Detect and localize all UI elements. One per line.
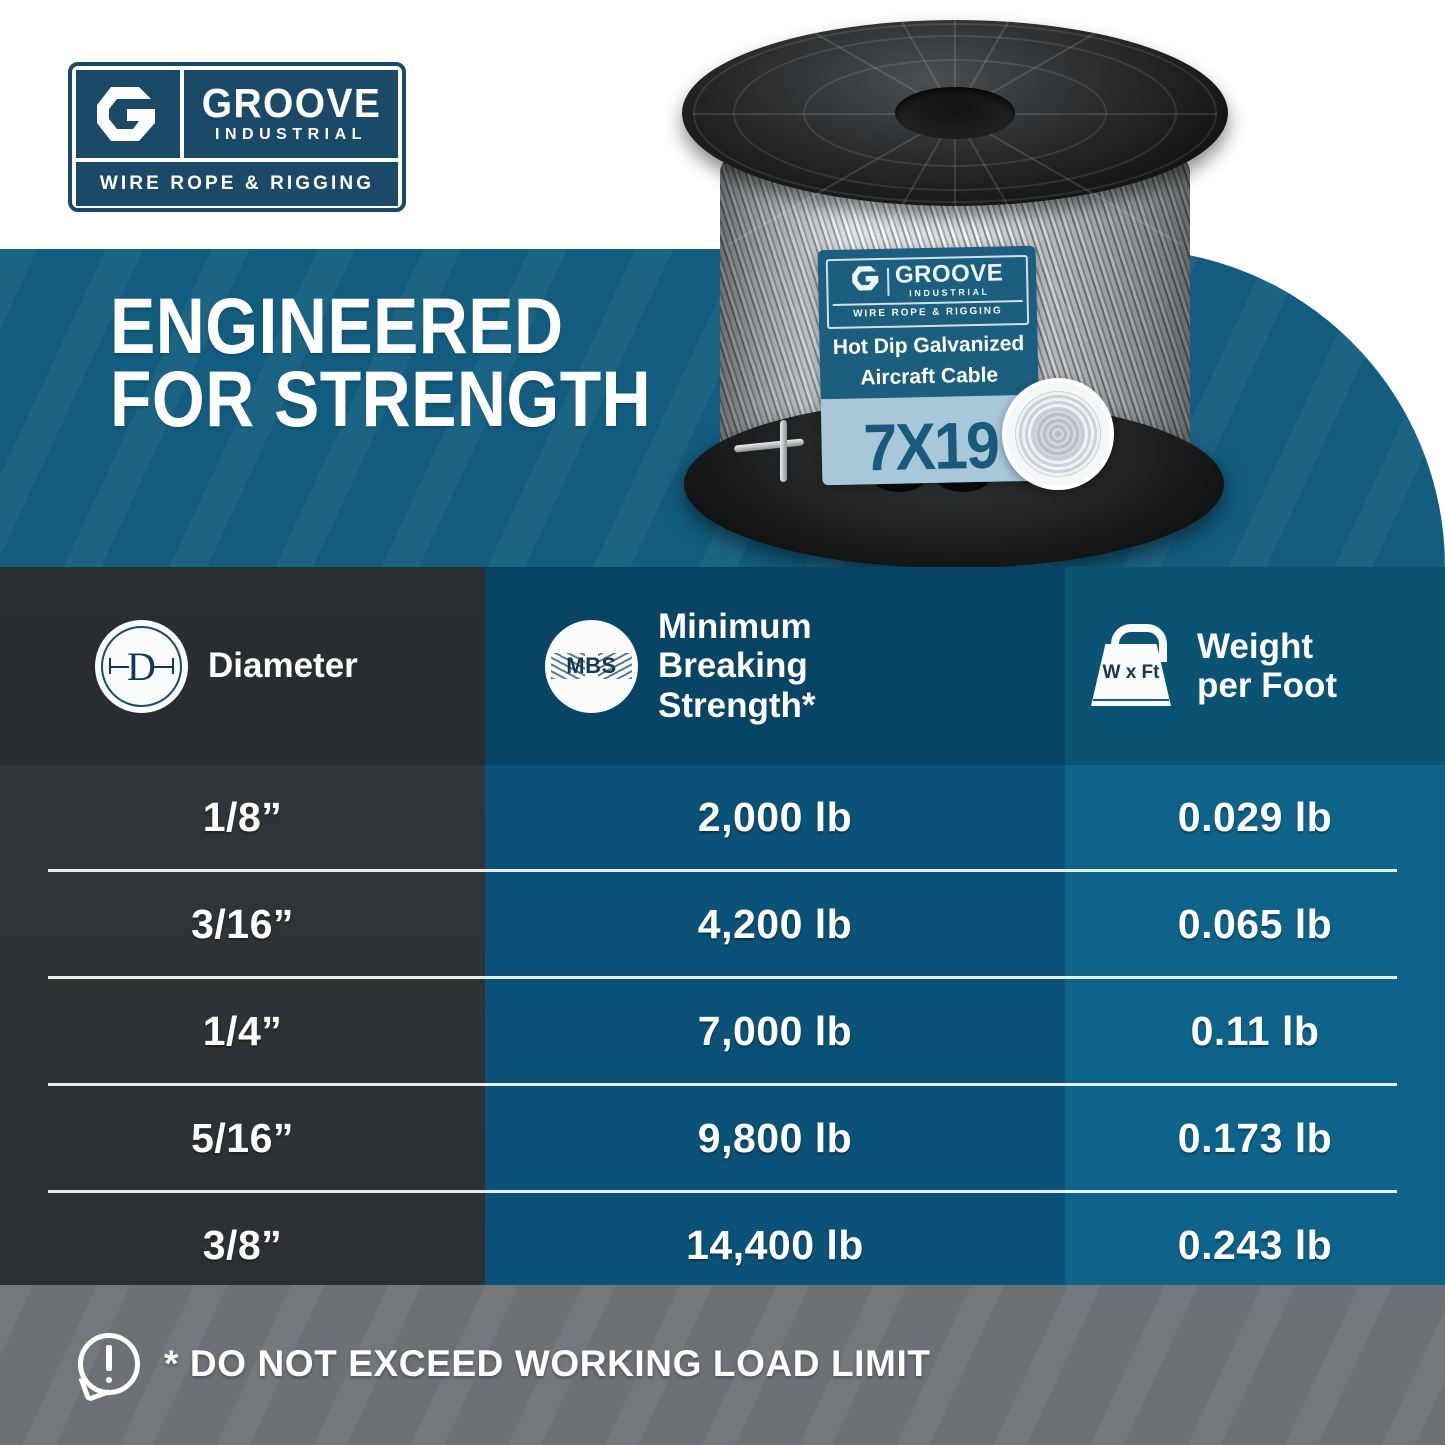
flange-ring <box>733 35 1177 191</box>
warning-exclamation-icon <box>78 1333 140 1403</box>
logo-divider <box>180 70 184 158</box>
header-weight: W x Ft Weight per Foot <box>1065 567 1445 765</box>
warning-bubble <box>78 1333 140 1395</box>
logo-wordmark: GROOVE INDUSTRIAL <box>184 70 398 158</box>
row-divider <box>48 1083 1397 1086</box>
footer-content: * DO NOT EXCEED WORKING LOAD LIMIT <box>78 1333 931 1403</box>
cell-weight: 0.065 lb <box>1177 900 1333 947</box>
diameter-cap-right <box>172 658 174 674</box>
diameter-cap-left <box>109 658 111 674</box>
header-mbs: MBS Minimum Breaking Strength* <box>485 567 1065 765</box>
mbs-icon-text: MBS <box>566 653 617 678</box>
label-logo-divider <box>886 267 890 296</box>
header-label-diameter: Diameter <box>208 646 358 686</box>
footer-warning-bar: * DO NOT EXCEED WORKING LOAD LIMIT <box>0 1285 1445 1445</box>
weight-icon-base-line <box>1093 699 1169 701</box>
table-row: 3/8” 14,400 lb 0.243 lb <box>0 1193 1445 1297</box>
cell-mbs: 9,800 lb <box>697 1114 853 1161</box>
groove-g-mark-icon <box>76 70 180 158</box>
cell-weight: 0.029 lb <box>1177 793 1333 840</box>
weight-icon-body <box>1091 644 1171 706</box>
diameter-icon: D <box>95 619 188 713</box>
table-row: 5/16” 9,800 lb 0.173 lb <box>0 1086 1445 1190</box>
diameter-icon-letter: D <box>127 643 156 689</box>
label-logo: GROOVE INDUSTRIAL WIRE ROPE & RIGGING <box>825 254 1030 330</box>
cable-end-clip <box>780 420 787 482</box>
spool-hub <box>895 87 1015 139</box>
cell-diameter: 1/4” <box>202 1007 283 1054</box>
warning-exclamation-dot <box>106 1377 112 1383</box>
label-logo-row: GROOVE INDUSTRIAL <box>830 259 1025 300</box>
weight-icon: W x Ft <box>1085 622 1177 710</box>
diameter-arm-right <box>154 666 174 668</box>
weight-icon-handle <box>1111 624 1167 662</box>
flange-ring <box>803 59 1107 167</box>
diameter-arm-left <box>109 666 129 668</box>
row-divider <box>48 1190 1397 1193</box>
header-label-mbs: Minimum Breaking Strength* <box>658 607 816 725</box>
cell-diameter: 5/16” <box>191 1114 294 1161</box>
cell-diameter: 3/16” <box>191 900 294 947</box>
cell-mbs: 7,000 lb <box>697 1007 853 1054</box>
weight-icon-text: W x Ft <box>1102 662 1160 683</box>
label-brand-subtitle: INDUSTRIAL <box>909 286 990 299</box>
logo-rule <box>76 158 398 162</box>
header-label-weight: Weight per Foot <box>1197 626 1337 705</box>
table-row: 3/16” 4,200 lb 0.065 lb <box>0 872 1445 976</box>
logo-tagline-bar: WIRE ROPE & RIGGING <box>76 162 398 206</box>
cell-diameter: 1/8” <box>202 793 283 840</box>
label-wordmark: GROOVE INDUSTRIAL <box>894 259 1004 299</box>
cell-weight: 0.11 lb <box>1190 1007 1320 1054</box>
cell-mbs: 14,400 lb <box>686 1221 864 1268</box>
label-product-line-2: Aircraft Cable <box>860 363 999 390</box>
label-brand-name: GROOVE <box>894 259 1004 289</box>
brand-subtitle: INDUSTRIAL <box>215 125 367 143</box>
cell-diameter: 3/8” <box>202 1221 283 1268</box>
cell-mbs: 4,200 lb <box>697 900 853 947</box>
cell-mbs: 2,000 lb <box>697 793 853 840</box>
row-divider <box>48 869 1397 872</box>
table-row: 1/8” 2,000 lb 0.029 lb <box>0 765 1445 869</box>
wire-rope-spool-image: GROOVE INDUSTRIAL WIRE ROPE & RIGGING Ho… <box>672 0 1232 580</box>
brand-logo: GROOVE INDUSTRIAL WIRE ROPE & RIGGING <box>68 62 406 212</box>
product-label: GROOVE INDUSTRIAL WIRE ROPE & RIGGING Ho… <box>817 245 1041 486</box>
hero-headline: ENGINEERED FOR STRENGTH <box>110 281 652 443</box>
label-brand-tagline: WIRE ROPE & RIGGING <box>853 305 1003 320</box>
flange-spoke <box>955 113 1217 115</box>
brand-name: GROOVE <box>201 80 381 127</box>
flange-ring <box>693 23 1217 203</box>
table-row: 1/4” 7,000 lb 0.11 lb <box>0 979 1445 1083</box>
label-g-mark-icon <box>851 265 882 299</box>
column-diameter <box>0 567 485 1285</box>
label-construction: 7X19 <box>862 407 999 485</box>
header-diameter: D Diameter <box>0 567 485 765</box>
footer-text: * DO NOT EXCEED WORKING LOAD LIMIT <box>164 1343 931 1384</box>
cable-cross-section-icon <box>1002 378 1114 490</box>
label-product-line-1: Hot Dip Galvanized <box>832 332 1025 360</box>
footer-stripes <box>0 1285 1445 1445</box>
mbs-icon: MBS <box>545 619 638 713</box>
row-divider <box>48 976 1397 979</box>
header-band <box>0 567 1445 765</box>
logo-top-row: GROOVE INDUSTRIAL <box>76 70 398 158</box>
mbs-frayed-strands-left <box>551 653 585 679</box>
brand-tagline: WIRE ROPE & RIGGING <box>99 173 375 194</box>
cell-weight: 0.243 lb <box>1177 1221 1333 1268</box>
cell-weight: 0.173 lb <box>1177 1114 1333 1161</box>
diameter-icon-ring <box>101 625 182 707</box>
warning-exclamation-bar <box>106 1345 112 1371</box>
spec-table: D Diameter MBS Minimum Breaking Strength… <box>0 567 1445 1285</box>
spool-top-flange <box>682 0 1228 376</box>
